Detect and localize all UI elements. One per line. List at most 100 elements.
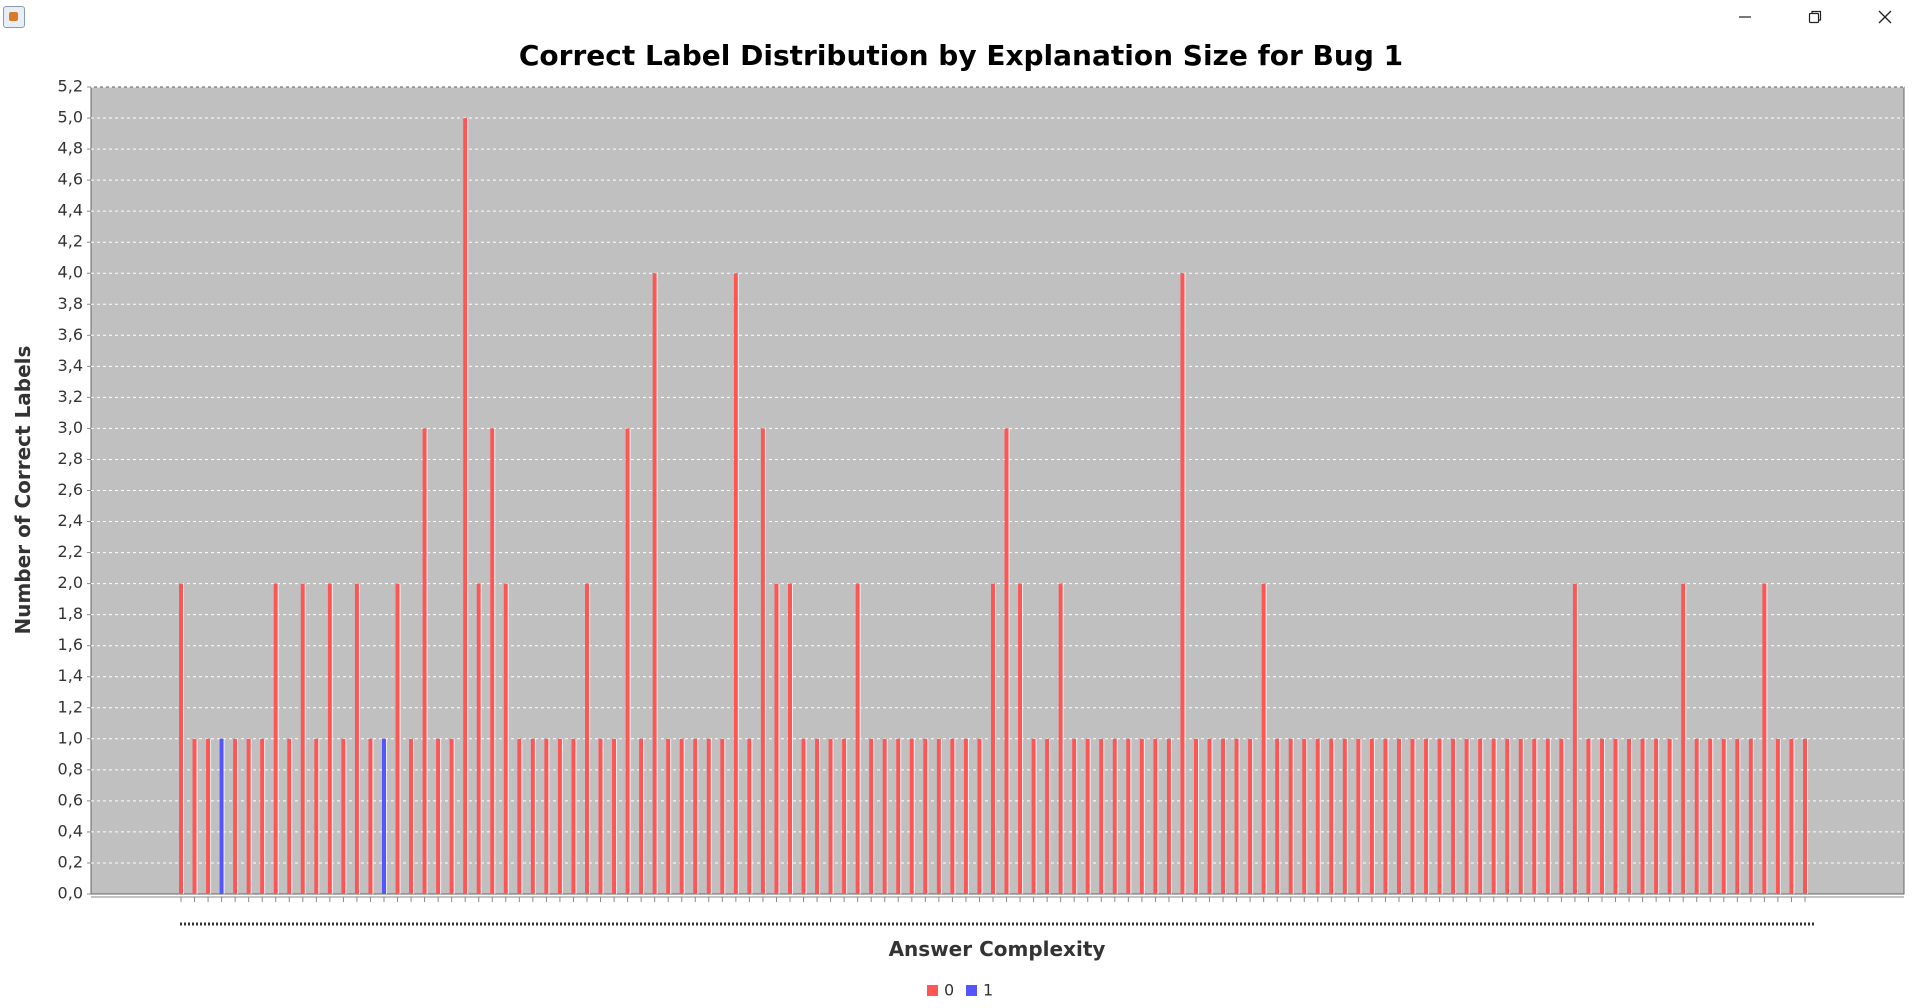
- bar-series-0: [869, 738, 874, 894]
- bar-series-0: [936, 738, 941, 894]
- bar-series-0: [1748, 738, 1753, 894]
- legend-swatch-0: [927, 985, 938, 996]
- bar-series-0: [503, 583, 508, 894]
- bar-series-0: [1559, 738, 1564, 894]
- bar-series-0: [300, 583, 305, 894]
- y-tick-label: 3,2: [58, 387, 83, 406]
- chart: Correct Label Distribution by Explanatio…: [11, 39, 1905, 1000]
- bar-series-0: [1397, 738, 1401, 894]
- bar-series-0: [1735, 738, 1740, 894]
- y-tick-label: 2,4: [58, 511, 83, 530]
- y-tick-label: 1,8: [58, 604, 83, 623]
- y-tick-label: 5,2: [58, 77, 83, 96]
- bar-series-0: [1207, 738, 1212, 894]
- bar-series-0: [1667, 738, 1672, 894]
- bar-series-0: [801, 738, 806, 894]
- bar-series-0: [652, 273, 657, 894]
- bar-series-0: [909, 738, 914, 894]
- bar-series-0: [1180, 273, 1185, 894]
- bar-series-0: [1261, 583, 1266, 894]
- bar-series-0: [1045, 738, 1050, 894]
- y-tick-label: 3,6: [58, 325, 83, 344]
- bar-series-1: [219, 738, 224, 894]
- bar-series-0: [341, 738, 346, 894]
- legend-label-0: 0: [944, 981, 954, 1000]
- bar-series-0: [991, 583, 995, 894]
- bar-series-0: [1572, 583, 1577, 894]
- bar-series-0: [463, 118, 468, 895]
- bar-series-0: [1139, 738, 1144, 894]
- y-tick-label: 2,8: [58, 449, 83, 468]
- bar-series-0: [260, 738, 265, 894]
- y-tick-label: 0,8: [58, 759, 83, 778]
- y-tick-label: 0,4: [58, 821, 83, 840]
- bars: [179, 118, 1808, 895]
- restore-icon: [1808, 10, 1822, 24]
- bar-series-0: [1721, 738, 1726, 894]
- bar-series-0: [1315, 738, 1320, 894]
- bar-series-0: [314, 738, 319, 894]
- bar-series-0: [923, 738, 928, 894]
- bar-series-0: [1194, 738, 1198, 894]
- bar-series-0: [1545, 738, 1550, 894]
- bar-series-0: [977, 738, 982, 894]
- bar-series-0: [612, 738, 617, 894]
- bar-series-0: [287, 738, 292, 894]
- y-tick-label: 2,6: [58, 480, 83, 499]
- bar-series-0: [1004, 428, 1009, 894]
- bar-series-0: [720, 738, 725, 894]
- y-tick-label: 1,4: [58, 666, 83, 685]
- bar-series-0: [449, 738, 454, 894]
- y-tick-label: 3,8: [58, 294, 83, 313]
- bar-series-0: [788, 583, 792, 894]
- bar-series-0: [1762, 583, 1767, 894]
- x-axis: [91, 896, 1904, 926]
- bar-series-0: [409, 738, 414, 894]
- y-tick-label: 0,2: [58, 852, 83, 871]
- bar-series-0: [1410, 738, 1415, 894]
- y-tick-label: 1,0: [58, 728, 83, 747]
- bar-series-0: [1329, 738, 1334, 894]
- legend-label-1: 1: [983, 981, 993, 1000]
- y-tick-label: 3,0: [58, 418, 83, 437]
- y-tick-label: 4,8: [58, 139, 83, 158]
- y-tick-label: 1,2: [58, 697, 83, 716]
- close-icon: [1878, 10, 1892, 24]
- bar-series-0: [1789, 738, 1794, 894]
- bar-series-0: [666, 738, 671, 894]
- chart-title: Correct Label Distribution by Explanatio…: [519, 39, 1403, 72]
- close-button[interactable]: [1850, 0, 1920, 34]
- bar-series-0: [733, 273, 738, 894]
- bar-series-0: [1627, 738, 1632, 894]
- minimize-button[interactable]: [1710, 0, 1780, 34]
- y-tick-label: 2,2: [58, 542, 83, 561]
- y-axis: 0,0 0,2 0,4 0,6 0,8 1,0 1,2 1,4 1,6 1,8 2,0 2,2 2,4 2…: [58, 77, 91, 903]
- bar-series-0: [557, 738, 562, 894]
- bar-series-0: [1451, 738, 1456, 894]
- bar-series-0: [1356, 738, 1361, 894]
- bar-series-0: [1518, 738, 1523, 894]
- bar-series-0: [1383, 738, 1388, 894]
- y-tick-label: 4,0: [58, 263, 83, 282]
- bar-series-0: [1478, 738, 1483, 894]
- bar-series-0: [1640, 738, 1645, 894]
- bar-series-0: [368, 738, 373, 894]
- y-tick-label: 0,6: [58, 790, 83, 809]
- bar-series-0: [693, 738, 698, 894]
- bar-series-0: [882, 738, 887, 894]
- bar-series-0: [1099, 738, 1104, 894]
- y-tick-label: 2,0: [58, 573, 83, 592]
- y-tick-label: 4,4: [58, 201, 83, 220]
- minimize-icon: [1739, 16, 1751, 18]
- bar-series-0: [544, 738, 549, 894]
- bar-series-0: [517, 738, 522, 894]
- bar-series-0: [1031, 738, 1036, 894]
- bar-series-0: [1018, 583, 1023, 894]
- bar-series-0: [1708, 738, 1713, 894]
- restore-button[interactable]: [1780, 0, 1850, 34]
- bar-series-0: [436, 738, 441, 894]
- bar-series-0: [774, 583, 779, 894]
- bar-series-0: [598, 738, 603, 894]
- y-axis-label: Number of Correct Labels: [11, 346, 35, 635]
- bar-series-0: [1437, 738, 1442, 894]
